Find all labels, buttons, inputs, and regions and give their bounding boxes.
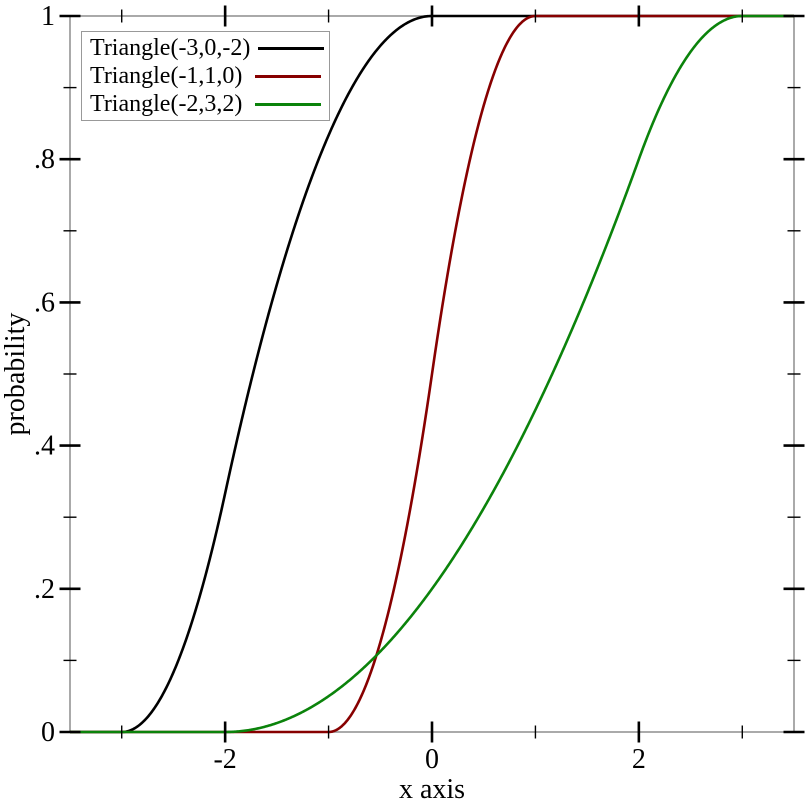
y-tick-label: .6 [34, 287, 55, 318]
cdf-curve-2 [69, 14, 795, 734]
legend-item: Triangle(-3,0,-2) [90, 34, 325, 62]
x-tick-label: 2 [632, 744, 646, 775]
y-axis-title: probability [0, 312, 31, 436]
legend-label: Triangle(-3,0,-2) [90, 34, 251, 61]
x-tick-label: 0 [425, 744, 439, 775]
y-tick-label: 0 [41, 717, 55, 748]
legend-item: Triangle(-2,3,2) [90, 90, 321, 118]
legend-line-swatch [255, 74, 321, 78]
cdf-curve-1 [69, 14, 795, 734]
y-tick-label: .4 [34, 431, 55, 462]
x-tick-label: -2 [213, 744, 236, 775]
legend-item: Triangle(-1,1,0) [90, 62, 321, 90]
y-tick-label: 1 [41, 1, 55, 32]
legend-line-swatch [255, 102, 321, 106]
legend-label: Triangle(-1,1,0) [90, 62, 243, 89]
y-tick-label: .8 [34, 144, 55, 175]
x-axis-title: x axis [398, 774, 466, 805]
legend-label: Triangle(-2,3,2) [90, 90, 243, 117]
y-tick-label: .2 [34, 574, 55, 605]
legend: Triangle(-3,0,-2) Triangle(-1,1,0) Trian… [81, 31, 330, 121]
legend-line-swatch [258, 46, 325, 50]
